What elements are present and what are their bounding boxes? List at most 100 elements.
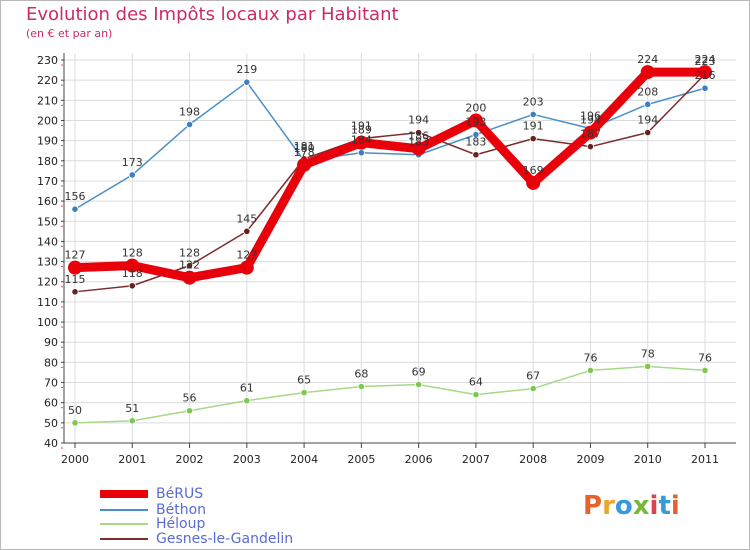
data-label-berus: 127 <box>65 249 86 262</box>
data-label-gesnes-le-gandelin: 194 <box>637 114 658 127</box>
data-point-berus <box>583 125 598 140</box>
data-point-heloup <box>529 384 537 393</box>
y-tick-label: 40 <box>44 437 58 450</box>
data-point-berus <box>125 258 140 273</box>
data-label-bethon: 203 <box>523 95 544 108</box>
data-label-heloup: 64 <box>469 376 483 389</box>
data-point-bethon <box>472 130 480 139</box>
data-point-bethon <box>644 100 652 108</box>
chart-title: Evolution des Impôts locaux par Habitant <box>26 4 399 25</box>
legend-swatch-gesnes <box>100 538 148 540</box>
legend-swatch-heloup <box>100 523 148 525</box>
y-tick-label: 130 <box>37 256 58 269</box>
data-point-heloup <box>701 366 709 375</box>
legend-label-heloup: Héloup <box>156 516 206 532</box>
data-label-berus: 194 <box>580 114 601 127</box>
data-point-heloup <box>472 391 480 399</box>
data-label-gesnes-le-gandelin: 187 <box>580 128 601 141</box>
data-label-heloup: 67 <box>526 370 540 383</box>
y-tick-label: 170 <box>37 175 58 188</box>
data-label-berus: 127 <box>236 249 257 262</box>
data-label-heloup: 51 <box>125 402 139 415</box>
data-label-bethon: 184 <box>351 134 372 147</box>
legend-label-bethon: Béthon <box>156 502 207 518</box>
brand-letter: r <box>602 491 615 521</box>
data-point-heloup <box>300 389 308 397</box>
y-tick-label: 120 <box>37 276 58 289</box>
y-tick-label: 190 <box>37 135 58 148</box>
y-tick-label: 220 <box>37 74 58 87</box>
data-label-gesnes-le-gandelin: 128 <box>179 247 200 260</box>
data-label-bethon: 156 <box>65 190 86 203</box>
data-label-gesnes-le-gandelin: 183 <box>465 136 486 149</box>
legend-item-gesnes: Gesnes-le-Gandelin <box>100 532 293 546</box>
data-point-berus <box>354 135 369 150</box>
data-label-gesnes-le-gandelin: 194 <box>408 114 429 127</box>
y-tick-label: 80 <box>44 356 58 369</box>
data-point-gesnes-le-gandelin <box>472 151 480 159</box>
data-label-heloup: 76 <box>583 351 597 364</box>
data-label-heloup: 78 <box>641 347 655 360</box>
data-label-heloup: 76 <box>698 351 712 364</box>
legend-label-gesnes: Gesnes-le-Gandelin <box>156 531 294 547</box>
y-tick-label: 100 <box>37 316 58 329</box>
data-point-bethon <box>71 205 79 213</box>
legend-item-heloup: Héloup <box>100 517 205 531</box>
data-point-heloup <box>357 382 365 391</box>
data-point-bethon <box>128 171 136 179</box>
y-tick-label: 160 <box>37 195 58 208</box>
y-tick-label: 210 <box>37 94 58 107</box>
data-label-gesnes-le-gandelin: 191 <box>523 120 544 133</box>
data-point-heloup <box>644 362 652 370</box>
data-point-gesnes-le-gandelin <box>128 282 136 290</box>
data-label-bethon: 173 <box>122 156 143 169</box>
y-tick-label: 150 <box>37 215 58 228</box>
data-label-gesnes-le-gandelin: 191 <box>351 120 372 133</box>
brand-letter: t <box>658 491 671 521</box>
data-label-berus: 200 <box>465 101 486 114</box>
data-point-gesnes-le-gandelin <box>243 227 251 235</box>
x-tick-label: 2006 <box>405 453 433 466</box>
data-label-gesnes-le-gandelin: 181 <box>294 140 315 153</box>
chart-subtitle: (en € et par an) <box>26 27 113 40</box>
data-label-bethon: 193 <box>465 116 486 129</box>
data-point-bethon <box>243 78 251 86</box>
data-label-berus: 128 <box>122 247 143 260</box>
data-label-gesnes-le-gandelin: 118 <box>122 267 143 280</box>
data-point-heloup <box>415 380 423 389</box>
y-tick-label: 180 <box>37 155 58 168</box>
data-label-heloup: 65 <box>297 374 311 387</box>
data-label-berus: 178 <box>294 146 315 159</box>
data-point-berus <box>411 141 426 156</box>
data-point-berus <box>698 65 712 80</box>
data-point-berus <box>526 175 541 190</box>
data-label-heloup: 50 <box>68 404 82 417</box>
data-point-gesnes-le-gandelin <box>185 262 194 270</box>
data-label-heloup: 68 <box>354 368 368 381</box>
x-tick-label: 2005 <box>347 453 375 466</box>
series-line-gesnes-le-gandelin <box>74 73 706 293</box>
y-tick-label: 70 <box>44 377 58 390</box>
legend-label-berus: BéRUS <box>156 486 204 502</box>
data-label-bethon: 180 <box>294 142 315 155</box>
data-label-berus: 189 <box>351 124 372 137</box>
data-label-heloup: 56 <box>183 392 197 405</box>
y-tick-label: 50 <box>44 417 58 430</box>
data-label-bethon: 183 <box>408 136 429 149</box>
data-point-berus <box>68 260 82 275</box>
x-tick-label: 2011 <box>691 453 719 466</box>
data-point-berus <box>297 157 312 172</box>
data-label-bethon: 216 <box>695 69 716 82</box>
data-label-heloup: 69 <box>412 366 426 379</box>
data-point-gesnes-le-gandelin <box>586 143 595 151</box>
data-point-gesnes-le-gandelin <box>529 135 537 143</box>
data-label-gesnes-le-gandelin: 115 <box>65 273 86 286</box>
x-tick-label: 2001 <box>118 453 146 466</box>
data-point-gesnes-le-gandelin <box>415 128 423 137</box>
data-label-bethon: 198 <box>179 106 200 119</box>
data-point-heloup <box>71 419 79 427</box>
y-tick-label: 140 <box>37 235 58 248</box>
y-tick-label: 90 <box>44 336 58 349</box>
data-label-heloup: 61 <box>240 382 254 395</box>
data-label-gesnes-le-gandelin: 145 <box>236 212 257 225</box>
